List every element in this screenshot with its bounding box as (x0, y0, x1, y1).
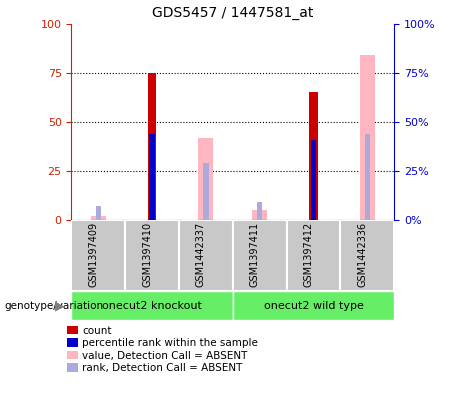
Text: ▶: ▶ (55, 299, 65, 312)
Text: GSM1397412: GSM1397412 (303, 222, 313, 287)
Bar (91, 216, 106, 220)
Bar (125, 220, 179, 291)
Text: GSM1442336: GSM1442336 (357, 222, 367, 287)
Text: GSM1397410: GSM1397410 (142, 222, 152, 287)
Bar (71, 291, 233, 320)
Text: onecut2 knockout: onecut2 knockout (102, 301, 202, 310)
Bar (96, 206, 101, 220)
Bar (149, 134, 155, 220)
Bar (148, 73, 156, 220)
Bar (311, 140, 316, 220)
Title: GDS5457 / 1447581_at: GDS5457 / 1447581_at (152, 6, 313, 20)
Bar (233, 220, 287, 291)
Text: GSM1397411: GSM1397411 (250, 222, 260, 287)
Text: GSM1397409: GSM1397409 (89, 222, 98, 287)
Bar (233, 291, 394, 320)
Text: genotype/variation: genotype/variation (5, 301, 104, 310)
Bar (71, 220, 125, 291)
Bar (340, 220, 394, 291)
Bar (198, 138, 213, 220)
Bar (360, 55, 375, 220)
Bar (257, 202, 262, 220)
Legend: count, percentile rank within the sample, value, Detection Call = ABSENT, rank, : count, percentile rank within the sample… (67, 325, 258, 373)
Bar (179, 220, 233, 291)
Bar (287, 220, 340, 291)
Text: GSM1442337: GSM1442337 (196, 222, 206, 287)
Bar (365, 134, 370, 220)
Bar (203, 163, 208, 220)
Text: onecut2 wild type: onecut2 wild type (264, 301, 363, 310)
Bar (252, 210, 267, 220)
Bar (309, 92, 318, 220)
